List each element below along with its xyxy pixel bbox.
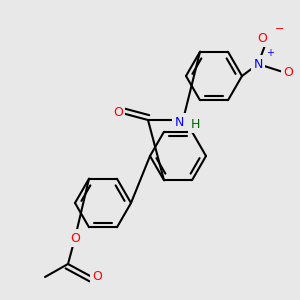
Text: N: N: [253, 58, 263, 70]
Text: N: N: [174, 116, 184, 128]
Text: O: O: [283, 65, 293, 79]
Text: O: O: [257, 32, 267, 44]
Text: −: −: [275, 24, 284, 34]
Text: H: H: [190, 118, 200, 130]
Text: O: O: [70, 232, 80, 244]
Text: +: +: [266, 48, 274, 58]
Text: O: O: [113, 106, 123, 118]
Text: O: O: [92, 271, 102, 284]
